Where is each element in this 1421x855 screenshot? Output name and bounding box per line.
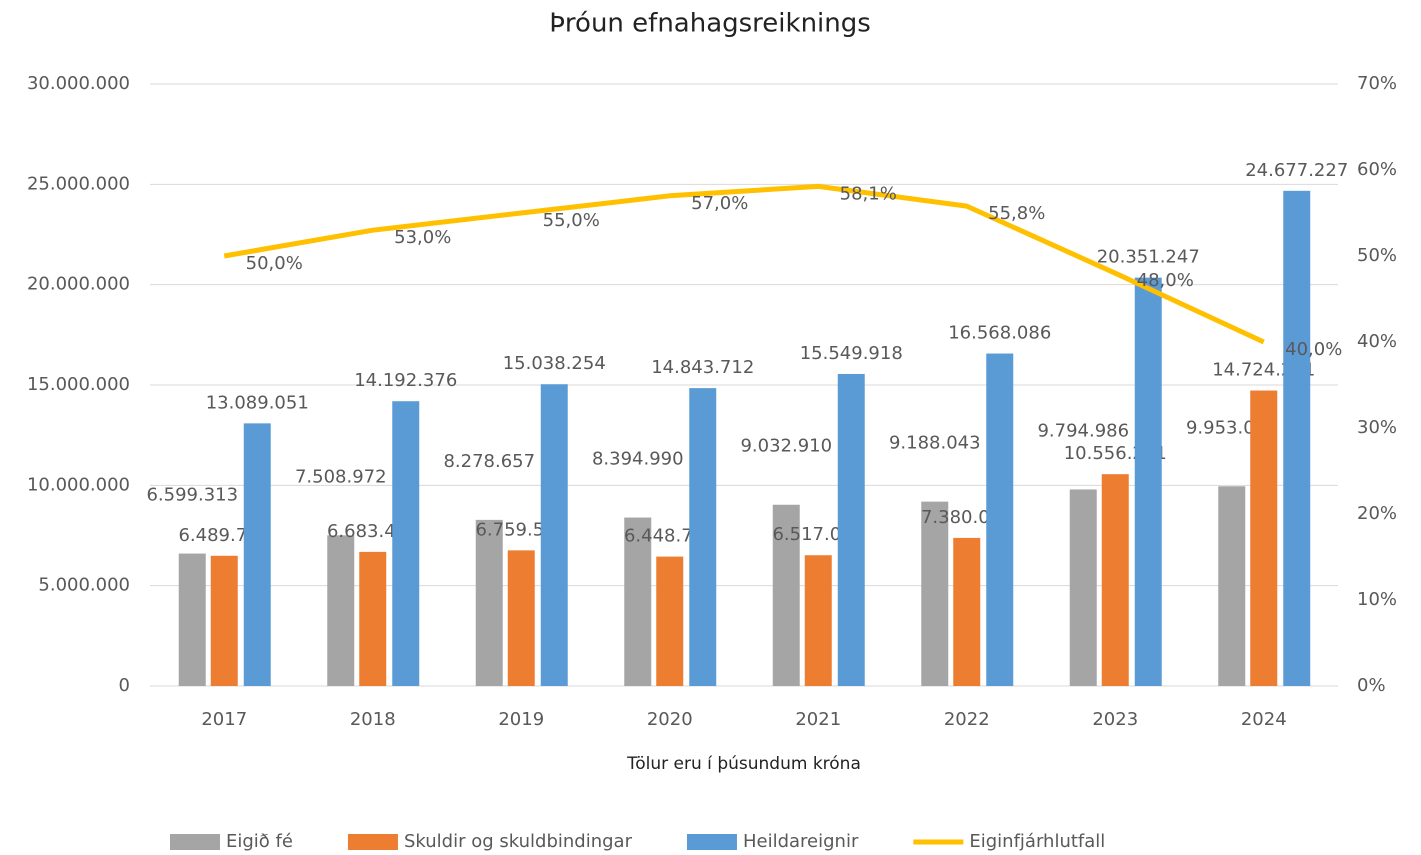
y2-tick-label: 0% (1357, 675, 1386, 696)
data-label: 50,0% (246, 253, 303, 274)
bar (837, 373, 865, 686)
bar (327, 535, 355, 686)
y-tick-label: 5.000.000 (38, 575, 130, 596)
data-label: 55,8% (988, 203, 1045, 224)
data-label: 7.508.972 (295, 466, 387, 487)
y2-tick-label: 60% (1357, 159, 1397, 180)
y2-tick-label: 20% (1357, 503, 1397, 524)
data-label: 15.549.918 (800, 343, 903, 364)
y-tick-label: 25.000.000 (27, 173, 130, 194)
bar (475, 519, 503, 686)
y-tick-label: 15.000.000 (27, 374, 130, 395)
data-label: 20.351.247 (1097, 247, 1200, 268)
y-tick-label: 10.000.000 (27, 474, 130, 495)
data-label: 13.089.051 (206, 392, 309, 413)
data-label: 9.188.043 (889, 433, 981, 454)
data-label: 9.032.910 (740, 436, 832, 457)
legend-label: Heildareignir (743, 831, 859, 852)
legend-label: Eigið fé (226, 831, 293, 852)
data-label: 24.677.227 (1245, 160, 1348, 181)
bar (1218, 486, 1246, 686)
y2-tick-label: 10% (1357, 589, 1397, 610)
x-tick-label: 2021 (795, 709, 841, 730)
y2-tick-label: 50% (1357, 245, 1397, 266)
chart-title: Þróun efnahagsreiknings (549, 9, 871, 39)
bar (1134, 277, 1162, 686)
bar (1283, 190, 1311, 687)
legend-swatch (347, 834, 398, 850)
data-label: 15.038.254 (503, 353, 606, 374)
y-tick-label: 0 (119, 675, 130, 696)
data-label: 55,0% (543, 210, 600, 231)
data-label: 48,0% (1137, 270, 1194, 291)
legend-label: Eiginfjárhlutfall (969, 831, 1105, 852)
bar (772, 504, 800, 686)
x-axis-label: Tölur eru í þúsundum króna (626, 754, 861, 774)
bar (210, 555, 238, 686)
bar (921, 501, 949, 686)
bar (507, 550, 535, 686)
bar (540, 384, 568, 686)
legend-swatch (686, 834, 737, 850)
data-label: 8.278.657 (443, 451, 535, 472)
bar (1250, 390, 1278, 686)
x-tick-label: 2020 (647, 709, 693, 730)
bar (1069, 489, 1097, 686)
bar (689, 388, 717, 686)
bar (656, 556, 684, 686)
data-label: 58,1% (840, 183, 897, 204)
data-label: 6.599.313 (146, 485, 238, 506)
bar (804, 555, 832, 686)
data-label: 14.843.712 (651, 357, 754, 378)
y2-tick-label: 40% (1357, 331, 1397, 352)
y2-tick-label: 70% (1357, 73, 1397, 94)
data-label: 14.192.376 (354, 370, 457, 391)
y-tick-label: 30.000.000 (27, 73, 130, 94)
x-tick-label: 2018 (350, 709, 396, 730)
data-label: 57,0% (691, 193, 748, 214)
data-label: 40,0% (1285, 339, 1342, 360)
bar (953, 537, 981, 686)
bar (986, 353, 1014, 686)
x-tick-label: 2017 (201, 709, 247, 730)
y2-tick-label: 30% (1357, 417, 1397, 438)
bar (624, 517, 652, 686)
line (223, 183, 1265, 345)
bar (359, 551, 387, 686)
bar (178, 553, 206, 686)
x-tick-label: 2024 (1241, 709, 1287, 730)
legend-label: Skuldir og skuldbindingar (404, 831, 633, 852)
x-tick-label: 2023 (1092, 709, 1138, 730)
data-label: 53,0% (394, 227, 451, 248)
data-label: 16.568.086 (948, 323, 1051, 344)
data-label: 8.394.990 (592, 449, 684, 470)
y-tick-label: 20.000.000 (27, 274, 130, 295)
bar (1101, 474, 1129, 686)
data-label: 9.794.986 (1037, 420, 1129, 441)
bar (392, 401, 420, 686)
x-tick-label: 2019 (498, 709, 544, 730)
legend-swatch (170, 834, 220, 850)
bar (243, 423, 271, 686)
x-tick-label: 2022 (944, 709, 990, 730)
